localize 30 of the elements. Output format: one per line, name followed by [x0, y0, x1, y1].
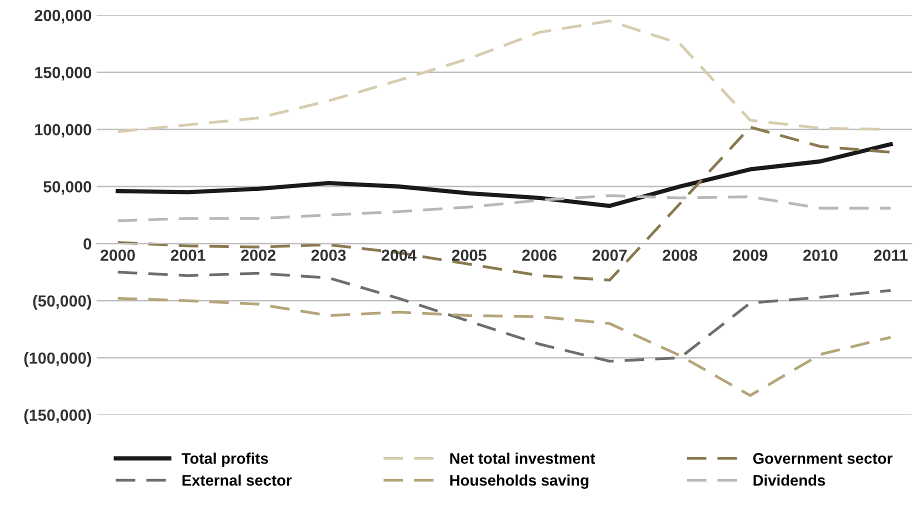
- y-tick-label: 0: [84, 238, 92, 250]
- y-tick-label: 150,000: [35, 66, 92, 81]
- y-tick-label: 200,000: [34, 10, 92, 24]
- legend-label: Households saving: [450, 474, 588, 489]
- x-tick-label: 2003: [311, 250, 346, 261]
- legend-label: Government sector: [753, 453, 892, 464]
- legend-label: Dividends: [754, 474, 825, 486]
- x-tick-label: 2005: [452, 250, 486, 261]
- x-tick-label: 2006: [522, 250, 557, 261]
- line-series: [116, 297, 892, 397]
- y-tick-label: (50,000): [33, 294, 92, 310]
- line-series: [116, 142, 893, 208]
- y-tick-label: 50,000: [43, 181, 92, 195]
- legend-label: Net total investment: [450, 452, 596, 464]
- x-tick-label: 2002: [241, 250, 276, 261]
- x-tick-label: 2011: [874, 250, 908, 261]
- x-tick-label: 2007: [592, 250, 627, 261]
- x-tick-label: 2000: [100, 250, 135, 261]
- x-tick-label: 2008: [662, 250, 698, 261]
- legend-label: Total profits: [182, 452, 268, 467]
- y-tick-label: (150,000): [24, 409, 92, 424]
- line-series: [116, 270, 892, 363]
- legend-label: External sector: [182, 474, 292, 486]
- x-tick-label: 2004: [382, 250, 417, 261]
- y-tick-label: 100,000: [35, 124, 92, 138]
- x-tick-label: 2009: [732, 250, 768, 261]
- line-series: [116, 194, 892, 222]
- x-tick-label: 2010: [803, 250, 838, 261]
- y-tick-label: (100,000): [24, 352, 92, 367]
- x-tick-label: 2001: [170, 250, 206, 261]
